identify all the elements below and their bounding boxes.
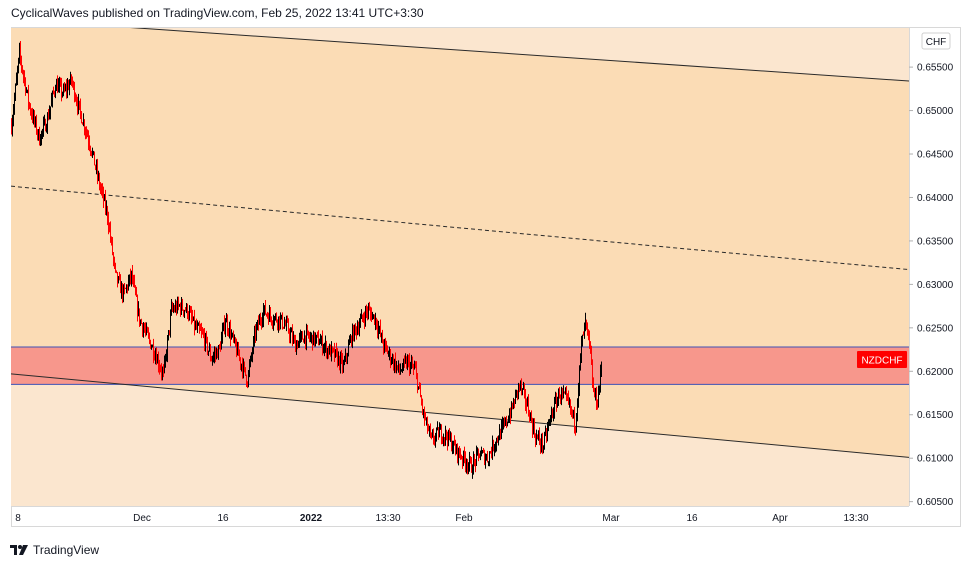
channel-background [11,28,909,506]
time-tick-label: 8 [15,513,21,524]
price-labels: NZDCHF CHF [857,32,951,368]
price-tick-label: 0.65000 [917,106,954,117]
time-tick-label: Feb [455,513,473,524]
time-tick-label: Dec [133,513,151,524]
footer-brand-text: TradingView [33,543,100,557]
time-tick-label: 16 [686,513,698,524]
currency-box[interactable] [921,32,951,50]
support-zone[interactable] [11,346,909,385]
price-tick-label: 0.61000 [917,454,954,465]
price-tick-label: 0.64000 [917,193,954,204]
candles [11,41,602,479]
time-tick-label: Mar [602,513,620,524]
price-tick-label: 0.61500 [917,410,954,421]
symbol-label-bg [857,351,907,368]
channel-lines[interactable] [11,28,910,458]
axes: 0.65500 0.65000 0.64500 0.64000 0.63500 0.630… [11,28,954,524]
price-tick-label: 0.65500 [917,63,954,74]
price-tick-label: 0.63000 [917,280,954,291]
price-tick-label: 0.63500 [917,236,954,247]
channel-lower-line[interactable] [11,373,910,458]
publisher-header: CyclicalWaves published on TradingView.c… [11,6,424,20]
price-tick-label: 0.64500 [917,150,954,161]
time-tick-label: 2022 [300,513,323,524]
symbol-label: NZDCHF [861,356,902,367]
footer-brand[interactable]: TradingView [10,541,99,559]
price-tick-label: 0.62000 [917,367,954,378]
price-chart[interactable]: 0.65500 0.65000 0.64500 0.64000 0.63500 0.630… [11,28,960,526]
price-tick-label: 0.62500 [917,323,954,334]
support-zone-rect[interactable] [11,346,909,385]
channel-upper-line[interactable] [11,28,910,82]
tradingview-logo-icon [10,545,28,555]
time-tick-label: 13:30 [375,513,400,524]
price-tick-label: 0.60500 [917,497,954,508]
time-tick-label: Apr [772,513,788,524]
time-tick-label: 16 [217,513,229,524]
channel-middle-line[interactable] [11,185,910,271]
time-tick-label: 13:30 [843,513,868,524]
currency-label: CHF [926,37,947,48]
